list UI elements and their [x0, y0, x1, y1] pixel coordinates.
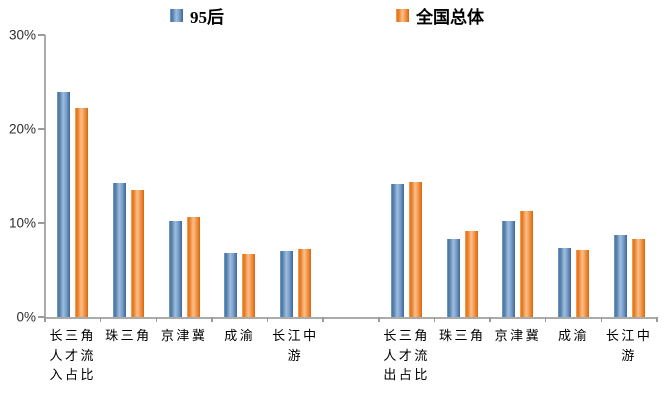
x-axis-tick-5: [322, 317, 324, 322]
bar-series1-slot4: [297, 249, 311, 317]
x-axis-category-label-10: 长江中游: [601, 326, 657, 365]
x-axis-category-label-1: 珠三角: [101, 326, 157, 346]
bar-series1-slot8: [520, 210, 534, 317]
x-axis-category-label-0: 长三角 人才流 入占比: [45, 326, 101, 385]
x-axis-category-label-3: 成渝: [212, 326, 268, 346]
x-axis-category-label-0-line-1: 人才流: [49, 347, 97, 363]
x-axis-category-label-6-line-1: 人才流: [383, 347, 430, 363]
category-slot-7: [434, 35, 490, 317]
x-axis-category-label-1-line-0: 珠三角: [105, 328, 152, 343]
category-slot-1: [101, 35, 157, 317]
x-axis-tick-10: [600, 317, 603, 322]
bar-series1-slot1: [130, 190, 144, 317]
category-slot-5: [323, 35, 379, 317]
y-axis-tick-0: [38, 316, 45, 318]
x-axis-tick-4: [266, 317, 269, 322]
x-axis-tick-7: [433, 317, 436, 322]
x-axis-category-label-3-line-0: 成渝: [224, 328, 256, 343]
x-axis-category-label-6-line-0: 长三角: [383, 328, 430, 343]
x-axis-category-label-0-line-2: 入占比: [49, 367, 97, 382]
x-axis-tick-6: [378, 317, 380, 322]
bar-series0-slot10: [613, 235, 627, 317]
category-slot-4: [268, 35, 324, 317]
category-slot-6: [379, 35, 435, 317]
legend-label-95hou: 95后: [190, 8, 224, 27]
y-axis-tick-2: [38, 128, 45, 130]
legend-item-95hou: 95后: [170, 3, 224, 28]
x-axis-category-label-6-line-2: 出占比: [383, 367, 430, 382]
bar-series1-slot10: [631, 238, 645, 317]
bar-series0-slot2: [168, 221, 182, 317]
x-axis-category-label-0-line-0: 长三角: [49, 328, 97, 343]
y-axis-tick-1: [38, 222, 45, 224]
x-axis-tick-11: [656, 317, 658, 322]
legend-swatch-95hou-icon: [170, 9, 183, 22]
bar-series0-slot3: [224, 253, 238, 317]
x-axis-category-label-4-line-1: 游: [287, 347, 304, 363]
x-axis-category-label-2-line-0: 京津冀: [160, 328, 208, 343]
category-slot-0: [45, 35, 101, 317]
category-slot-8: [490, 35, 546, 317]
bar-series0-slot4: [279, 251, 293, 317]
x-axis-category-label-6: 长三角 人才流 出占比: [379, 326, 435, 385]
x-axis-tick-1: [99, 317, 102, 322]
bar-series0-slot7: [446, 238, 460, 317]
x-axis-category-label-8-line-0: 京津冀: [494, 328, 542, 343]
legend-label-national: 全国总体: [416, 8, 484, 27]
category-slot-3: [212, 35, 268, 317]
y-axis-label-2: 20%: [8, 121, 36, 137]
x-axis-category-label-7: 珠三角: [434, 326, 490, 346]
bar-series1-slot6: [409, 181, 423, 317]
bar-series1-slot7: [464, 231, 478, 317]
y-axis-label-0: 0%: [16, 309, 36, 325]
y-axis-label-3: 30%: [8, 27, 36, 43]
x-axis-category-label-2: 京津冀: [156, 326, 212, 346]
y-axis-tick-3: [38, 34, 45, 36]
x-axis-category-label-4-line-0: 长江中: [272, 328, 319, 343]
category-slot-9: [546, 35, 602, 317]
plot-area: 0% 10% 20% 30% 长三角 人才流 入占比 珠三角 京津冀 成渝 长江中游长三角 人才流 出占…: [9, 28, 658, 382]
y-axis-label-1: 10%: [8, 215, 36, 231]
bar-series0-slot6: [391, 183, 405, 317]
category-slot-10: [601, 35, 657, 317]
x-axis-category-label-9: 成渝: [546, 326, 602, 346]
x-axis-tick-2: [155, 317, 158, 322]
x-axis-category-label-10-line-1: 游: [621, 347, 637, 363]
y-axis-line: [44, 35, 46, 317]
x-axis-category-label-4: 长江中游: [268, 326, 324, 365]
legend-item-national: 全国总体: [396, 3, 484, 28]
x-axis-tick-9: [544, 317, 547, 322]
bar-series0-slot8: [502, 221, 516, 317]
category-slot-2: [156, 35, 212, 317]
x-axis-line: [44, 317, 658, 319]
x-axis-tick-3: [211, 317, 213, 322]
bar-series1-slot0: [75, 108, 89, 317]
legend-swatch-national-icon: [396, 9, 409, 22]
x-axis-category-label-9-line-0: 成渝: [558, 328, 590, 343]
bar-series0-slot0: [57, 92, 71, 317]
bar-series1-slot2: [186, 217, 200, 317]
x-axis-category-label-8: 京津冀: [490, 326, 546, 346]
x-axis-category-label-7-line-0: 珠三角: [439, 328, 486, 343]
bar-series1-slot3: [242, 254, 256, 317]
x-axis-category-label-10-line-0: 长江中: [605, 328, 653, 343]
bar-series1-slot9: [576, 250, 590, 317]
bar-series0-slot1: [112, 182, 126, 317]
bar-series0-slot9: [558, 248, 572, 317]
x-axis-tick-8: [489, 317, 491, 322]
x-axis-tick-0: [44, 317, 46, 322]
